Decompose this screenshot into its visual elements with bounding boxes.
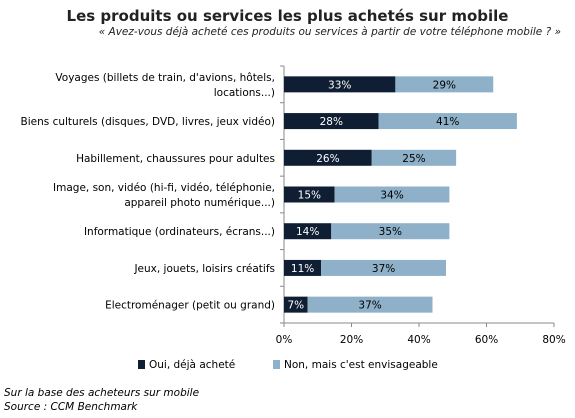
bar-label-non: 35% bbox=[379, 226, 402, 238]
legend-label-non: Non, mais c'est envisageable bbox=[284, 359, 438, 371]
chart-subtitle: « Avez-vous déjà acheté ces produits ou … bbox=[98, 26, 561, 38]
bar-non bbox=[395, 76, 494, 93]
bar-label-non: 37% bbox=[358, 300, 381, 312]
source-note: Source : CCM Benchmark bbox=[4, 401, 138, 413]
x-tick-label: 0% bbox=[276, 334, 293, 346]
bar-label-oui: 14% bbox=[296, 226, 319, 238]
bar-oui bbox=[284, 113, 379, 130]
category-label: locations...) bbox=[214, 87, 275, 99]
x-tick-label: 20% bbox=[340, 334, 363, 346]
category-label: appareil photo numérique...) bbox=[124, 197, 275, 209]
category-label: Electroménager (petit ou grand) bbox=[105, 300, 275, 312]
chart-title: Les produits ou services les plus acheté… bbox=[66, 7, 509, 25]
bar-label-oui: 26% bbox=[316, 153, 339, 165]
bar-oui bbox=[284, 186, 335, 203]
legend-swatch-oui bbox=[138, 360, 145, 369]
bar-label-non: 37% bbox=[372, 263, 395, 275]
bar-oui bbox=[284, 149, 372, 166]
bar-non bbox=[321, 259, 446, 276]
bar-label-oui: 33% bbox=[328, 79, 351, 91]
base-note: Sur la base des acheteurs sur mobile bbox=[4, 387, 200, 399]
bar-non bbox=[334, 186, 450, 203]
x-tick-label: 80% bbox=[542, 334, 565, 346]
bar-label-non: 34% bbox=[380, 190, 403, 202]
bar-non bbox=[307, 296, 433, 313]
bar-label-oui: 11% bbox=[291, 263, 314, 275]
bar-oui bbox=[284, 223, 332, 240]
category-label: Habillement, chaussures pour adultes bbox=[76, 153, 275, 165]
bar-label-oui: 7% bbox=[287, 300, 304, 312]
category-label: Biens culturels (disques, DVD, livres, j… bbox=[21, 116, 275, 128]
category-label: Informatique (ordinateurs, écrans...) bbox=[84, 226, 275, 238]
category-label: Image, son, vidéo (hi-fi, vidéo, télépho… bbox=[53, 182, 275, 194]
bar-label-oui: 28% bbox=[320, 116, 343, 128]
bar-oui bbox=[284, 259, 322, 276]
bar-label-oui: 15% bbox=[298, 190, 321, 202]
bar-non bbox=[371, 149, 457, 166]
bar-non bbox=[331, 223, 450, 240]
x-tick-label: 40% bbox=[407, 334, 430, 346]
bar-non bbox=[378, 113, 517, 130]
legend-label-oui: Oui, déjà acheté bbox=[149, 359, 235, 371]
category-label: Voyages (billets de train, d'avions, hôt… bbox=[55, 72, 275, 84]
bar-oui bbox=[284, 296, 308, 313]
bar-oui bbox=[284, 76, 396, 93]
legend-swatch-non bbox=[273, 360, 280, 369]
x-tick-label: 60% bbox=[475, 334, 498, 346]
bar-label-non: 29% bbox=[433, 79, 456, 91]
bar-label-non: 41% bbox=[436, 116, 459, 128]
bar-label-non: 25% bbox=[402, 153, 425, 165]
category-label: Jeux, jouets, loisirs créatifs bbox=[133, 263, 275, 275]
